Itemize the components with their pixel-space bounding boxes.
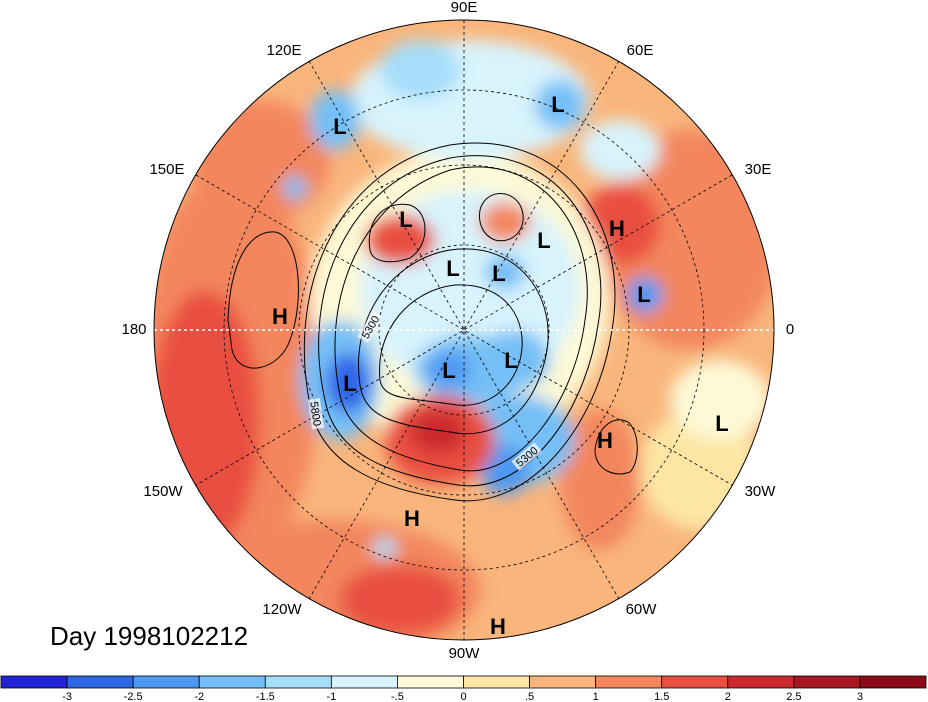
colorbar: -3 -2.5 -2 -1.5 -1 -.5 0 .5 1 1.5 2 2.5 3: [0, 675, 927, 702]
low-pressure-marker: L: [442, 358, 455, 383]
longitude-label: 0: [786, 321, 794, 338]
colorbar-tick-label: 0: [460, 691, 466, 702]
colorbar-tick-label: -2: [194, 691, 204, 702]
low-pressure-marker: L: [492, 261, 505, 286]
colorbar-swatch: [661, 675, 729, 689]
low-pressure-marker: L: [715, 411, 728, 436]
colorbar-tick-label: 2: [725, 691, 731, 702]
contour-label: 5800: [307, 401, 322, 427]
low-pressure-marker: L: [446, 256, 459, 281]
colorbar-tick-label: 3: [857, 691, 863, 702]
longitude-label: 30W: [745, 483, 777, 500]
longitude-label: 90W: [449, 645, 481, 662]
longitude-label: 180: [121, 321, 146, 338]
colorbar-tick-label: -.5: [391, 691, 404, 702]
colorbar-tick-label: -3: [62, 691, 72, 702]
high-pressure-marker: H: [404, 506, 420, 531]
colorbar-tick-label: -1.5: [256, 691, 275, 702]
low-pressure-marker: L: [399, 207, 412, 232]
high-pressure-marker: H: [272, 304, 288, 329]
colorbar-swatch: [132, 675, 200, 689]
colorbar-tick-label: .5: [525, 691, 534, 702]
colorbar-tick-label: -1: [326, 691, 336, 702]
low-pressure-marker: L: [551, 92, 564, 117]
map-boundary: [153, 19, 775, 641]
low-pressure-marker: L: [537, 228, 550, 253]
longitude-label: 150E: [149, 161, 184, 178]
high-pressure-marker: H: [597, 428, 613, 453]
longitude-labels: 90E 60E 120E 30E 150E 0 180 30W 150W 60W 120W 90W: [121, 0, 794, 662]
colorbar-swatch: [66, 675, 134, 689]
colorbar-swatch: [529, 675, 597, 689]
colorbar-swatch: [0, 675, 68, 689]
longitude-label: 60W: [626, 601, 658, 618]
colorbar-tick-label: 1: [593, 691, 599, 702]
height-contours: [227, 142, 638, 502]
longitude-label: 150W: [143, 483, 183, 500]
longitude-label: 120E: [266, 42, 301, 59]
pressure-centers: L L L H L L L L H L L L L H H H: [272, 92, 729, 639]
colorbar-swatch: [198, 675, 266, 689]
low-pressure-marker: L: [504, 348, 517, 373]
colorbar-tick-label: -2.5: [124, 691, 143, 702]
low-pressure-marker: L: [637, 282, 650, 307]
longitude-label: 30E: [745, 161, 772, 178]
colorbar-swatch: [595, 675, 663, 689]
colorbar-swatch: [397, 675, 464, 689]
longitude-label: 90E: [451, 0, 478, 16]
high-pressure-marker: H: [609, 216, 625, 241]
colorbar-swatch: [264, 675, 332, 689]
low-pressure-marker: L: [333, 114, 346, 139]
longitude-label: 120W: [262, 601, 302, 618]
colorbar-swatch: [463, 675, 530, 689]
colorbar-swatch: [793, 675, 861, 689]
high-pressure-marker: H: [490, 614, 506, 639]
colorbar-swatch: [859, 675, 927, 689]
longitude-label: 60E: [627, 42, 654, 59]
low-pressure-marker: L: [343, 371, 356, 396]
colorbar-swatch: [727, 675, 795, 689]
colorbar-tick-label: 2.5: [786, 691, 801, 702]
colorbar-swatch: [330, 675, 398, 689]
colorbar-tick-label: 1.5: [654, 691, 669, 702]
graticule: [154, 20, 774, 640]
date-title: Day 1998102212: [50, 621, 248, 651]
